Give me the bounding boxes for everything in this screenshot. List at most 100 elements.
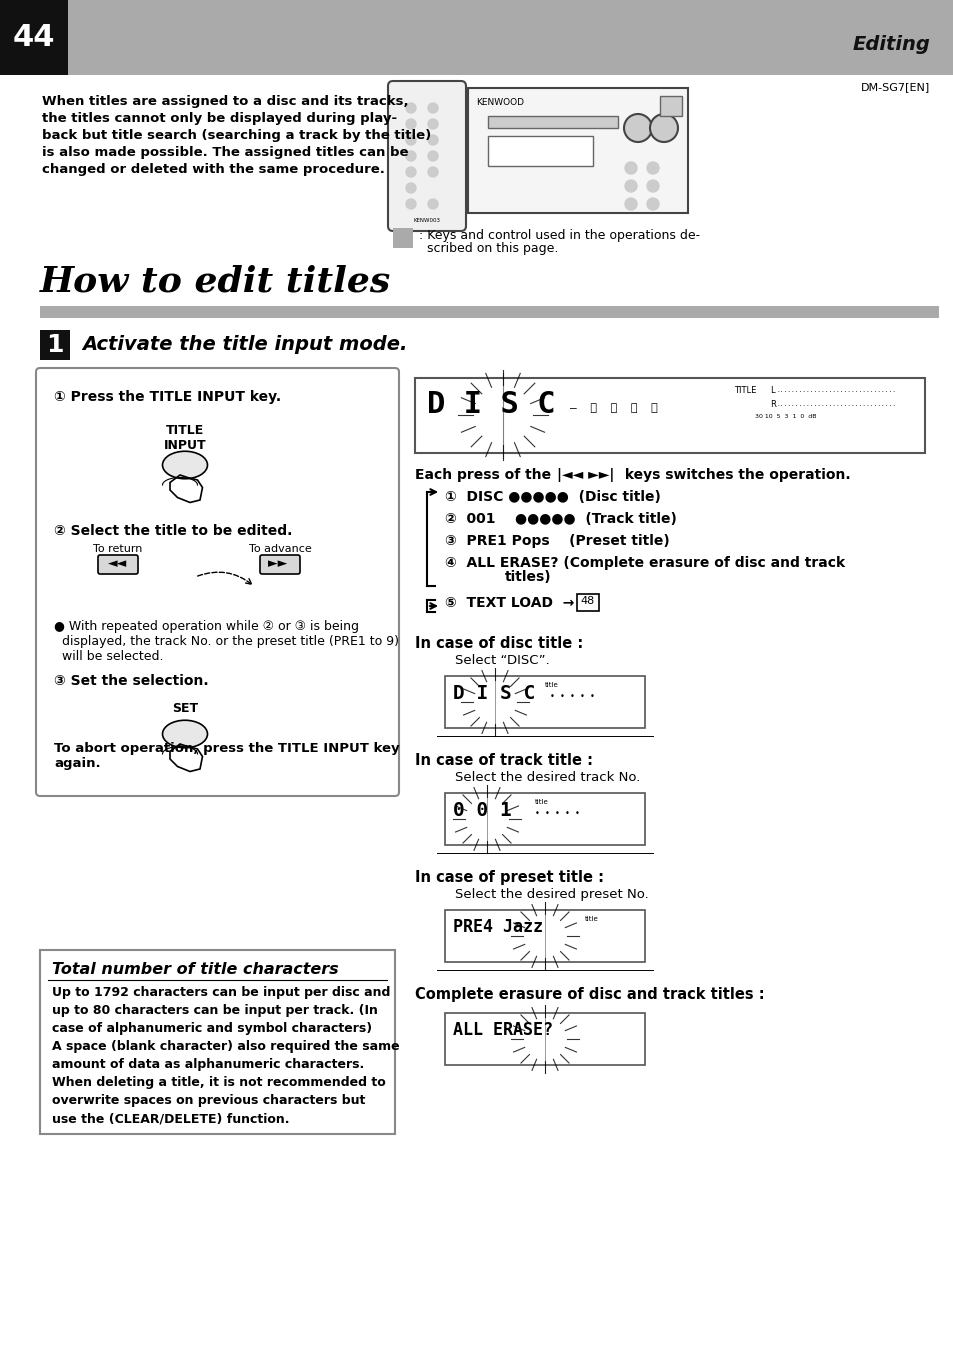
Bar <box>488 116 618 128</box>
Text: • • • • •: • • • • • <box>535 809 579 817</box>
Text: case of alphanumeric and symbol characters): case of alphanumeric and symbol characte… <box>52 1021 372 1035</box>
Circle shape <box>428 151 437 161</box>
Text: up to 80 characters can be input per track. (In: up to 80 characters can be input per tra… <box>52 1004 377 1017</box>
Bar <box>40 305 938 317</box>
Bar <box>577 594 598 611</box>
Text: TITLE
INPUT: TITLE INPUT <box>164 424 206 453</box>
Text: Editing: Editing <box>851 35 929 54</box>
Text: 1: 1 <box>46 332 64 357</box>
Text: titles): titles) <box>504 570 551 584</box>
Ellipse shape <box>623 113 651 142</box>
Text: title: title <box>544 682 558 688</box>
Circle shape <box>406 103 416 113</box>
Bar <box>659 96 681 116</box>
Text: KENW003: KENW003 <box>413 218 440 223</box>
Circle shape <box>428 103 437 113</box>
Text: ................................: ................................ <box>776 403 896 407</box>
Bar <box>393 228 413 249</box>
FancyBboxPatch shape <box>36 367 398 796</box>
Bar <box>488 136 593 166</box>
Text: ►►: ►► <box>268 557 292 570</box>
Bar <box>40 950 395 1133</box>
Text: D I S C: D I S C <box>427 390 555 419</box>
Text: title: title <box>584 916 598 921</box>
Text: scribed on this page.: scribed on this page. <box>418 242 558 255</box>
Text: use the (CLEAR/DELETE) function.: use the (CLEAR/DELETE) function. <box>52 1112 289 1125</box>
Circle shape <box>624 180 637 192</box>
FancyBboxPatch shape <box>98 555 138 574</box>
Bar <box>444 793 644 844</box>
Text: A space (blank character) also required the same: A space (blank character) also required … <box>52 1040 399 1052</box>
Text: ● With repeated operation while ② or ③ is being
  displayed, the track No. or th: ● With repeated operation while ② or ③ i… <box>54 620 398 663</box>
Text: 0 0 1: 0 0 1 <box>453 801 511 820</box>
Text: amount of data as alphanumeric characters.: amount of data as alphanumeric character… <box>52 1058 364 1071</box>
Circle shape <box>406 182 416 193</box>
Bar <box>0 0 953 76</box>
Text: In case of disc title :: In case of disc title : <box>415 636 582 651</box>
Text: ⑤  TEXT LOAD  →: ⑤ TEXT LOAD → <box>444 596 574 611</box>
Text: 30 10  5  3  1  0  dB: 30 10 5 3 1 0 dB <box>754 413 816 419</box>
Text: is also made possible. The assigned titles can be: is also made possible. The assigned titl… <box>42 146 408 159</box>
Text: Up to 1792 characters can be input per disc and: Up to 1792 characters can be input per d… <box>52 986 390 998</box>
Text: TITLE: TITLE <box>733 386 756 394</box>
Text: ① Press the TITLE INPUT key.: ① Press the TITLE INPUT key. <box>54 390 281 404</box>
Text: • • • • •: • • • • • <box>550 692 595 701</box>
Text: ALL ERASE?: ALL ERASE? <box>453 1021 553 1039</box>
Bar <box>444 1013 644 1065</box>
Text: Select the desired preset No.: Select the desired preset No. <box>455 888 648 901</box>
Bar <box>0 0 68 76</box>
Text: overwrite spaces on previous characters but: overwrite spaces on previous characters … <box>52 1094 365 1106</box>
Text: ①  DISC ●●●●●  (Disc title): ① DISC ●●●●● (Disc title) <box>444 490 660 504</box>
Text: Select “DISC”.: Select “DISC”. <box>455 654 549 667</box>
Text: To advance: To advance <box>249 544 311 554</box>
Circle shape <box>624 162 637 174</box>
FancyBboxPatch shape <box>388 81 465 231</box>
Text: Activate the title input mode.: Activate the title input mode. <box>82 335 407 354</box>
Text: |◄◄ ►►|: |◄◄ ►►| <box>557 467 614 482</box>
FancyBboxPatch shape <box>260 555 299 574</box>
Text: SET: SET <box>172 703 198 715</box>
Text: ②  001    ●●●●●  (Track title): ② 001 ●●●●● (Track title) <box>444 512 677 526</box>
Circle shape <box>646 199 659 209</box>
Text: To return: To return <box>93 544 143 554</box>
Circle shape <box>428 168 437 177</box>
Text: the titles cannot only be displayed during play-: the titles cannot only be displayed duri… <box>42 112 396 126</box>
Text: When titles are assigned to a disc and its tracks,: When titles are assigned to a disc and i… <box>42 95 408 108</box>
Text: Complete erasure of disc and track titles :: Complete erasure of disc and track title… <box>415 988 763 1002</box>
Text: keys switches the operation.: keys switches the operation. <box>619 467 850 482</box>
Circle shape <box>646 180 659 192</box>
Text: changed or deleted with the same procedure.: changed or deleted with the same procedu… <box>42 163 384 176</box>
Text: How to edit titles: How to edit titles <box>40 263 391 299</box>
Circle shape <box>624 199 637 209</box>
Text: Total number of title characters: Total number of title characters <box>52 962 338 977</box>
Text: ③  PRE1 Pops    (Preset title): ③ PRE1 Pops (Preset title) <box>444 534 669 549</box>
Bar <box>468 88 687 213</box>
Circle shape <box>406 151 416 161</box>
Text: DM-SG7[EN]: DM-SG7[EN] <box>860 82 929 92</box>
Text: : Keys and control used in the operations de-: : Keys and control used in the operation… <box>418 230 700 242</box>
Text: ③ Set the selection.: ③ Set the selection. <box>54 674 209 688</box>
Text: R: R <box>769 400 775 409</box>
Ellipse shape <box>162 720 208 747</box>
Ellipse shape <box>649 113 678 142</box>
Text: back but title search (searching a track by the title): back but title search (searching a track… <box>42 128 431 142</box>
Bar <box>415 378 924 453</box>
Text: In case of track title :: In case of track title : <box>415 753 593 767</box>
Text: Each press of the: Each press of the <box>415 467 556 482</box>
Circle shape <box>428 119 437 128</box>
Circle shape <box>406 168 416 177</box>
Circle shape <box>406 199 416 209</box>
Text: KENWOOD: KENWOOD <box>476 99 523 107</box>
Text: To abort operation, press the TITLE INPUT key
again.: To abort operation, press the TITLE INPU… <box>54 742 399 770</box>
Circle shape <box>646 162 659 174</box>
Text: L: L <box>769 386 774 394</box>
Bar <box>444 676 644 728</box>
Text: —  ⁞  ⁞  ⁞  ⁞: — ⁞ ⁞ ⁞ ⁞ <box>569 403 657 413</box>
Text: In case of preset title :: In case of preset title : <box>415 870 603 885</box>
Circle shape <box>406 119 416 128</box>
Text: PRE4 Jazz: PRE4 Jazz <box>453 917 542 936</box>
Text: ................................: ................................ <box>776 388 896 393</box>
Text: 44: 44 <box>12 23 55 51</box>
Bar <box>444 911 644 962</box>
Text: When deleting a title, it is not recommended to: When deleting a title, it is not recomme… <box>52 1075 385 1089</box>
